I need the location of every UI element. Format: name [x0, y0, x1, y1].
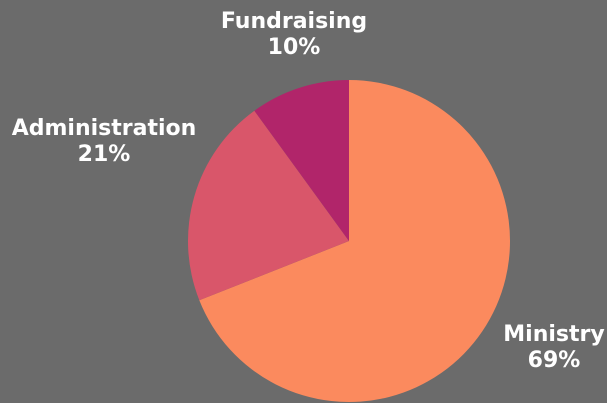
- pie-slice-ministry: [199, 80, 511, 402]
- label-administration-value: 21%: [77, 142, 131, 167]
- label-ministry-name: Ministry: [503, 322, 605, 347]
- pie-slice-administration: [188, 110, 349, 301]
- label-ministry-value: 69%: [527, 348, 581, 373]
- label-administration-name: Administration: [11, 116, 197, 141]
- label-fundraising-name: Fundraising: [220, 9, 368, 34]
- label-fundraising-value: 10%: [267, 35, 321, 60]
- label-ministry: Ministry 69%: [498, 322, 607, 374]
- label-fundraising: Fundraising 10%: [214, 9, 374, 61]
- pie-slice-fundraising: [254, 80, 349, 241]
- label-administration: Administration 21%: [4, 116, 204, 168]
